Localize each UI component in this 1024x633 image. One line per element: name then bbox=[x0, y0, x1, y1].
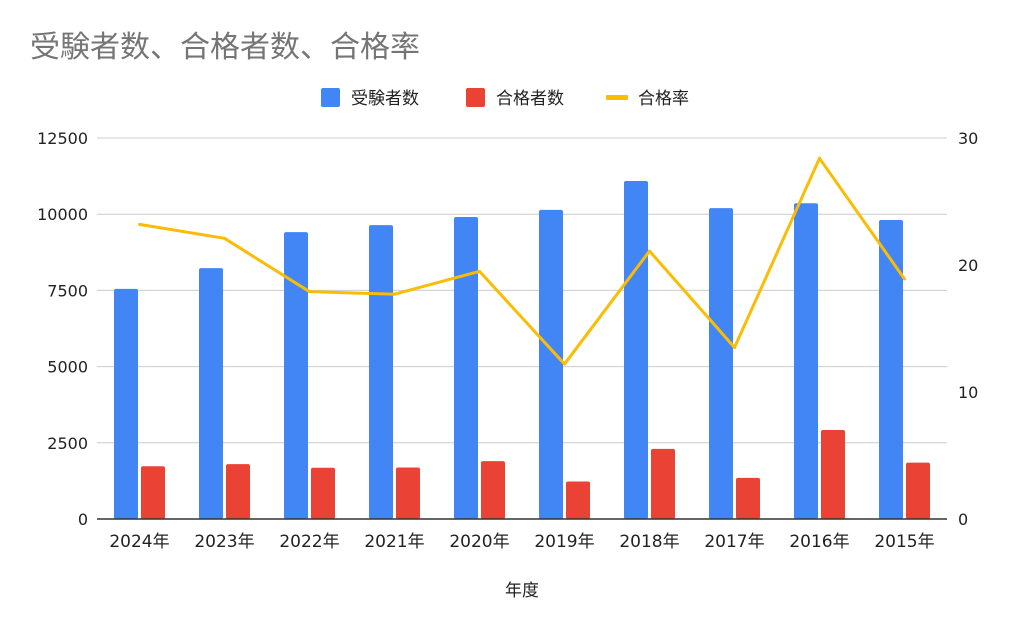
bar-examinees bbox=[114, 288, 138, 519]
rate-line bbox=[138, 156, 906, 366]
x-tick-label: 2015年 bbox=[874, 532, 934, 552]
x-axis-title: 年度 bbox=[505, 581, 539, 601]
bar-passers bbox=[396, 467, 420, 519]
legend-swatch bbox=[466, 88, 485, 107]
y-tick-label-left: 5000 bbox=[47, 358, 88, 377]
y-tick-label-left: 7500 bbox=[47, 281, 88, 300]
pass-rate-line bbox=[139, 156, 906, 366]
x-tick-label: 2024年 bbox=[109, 532, 169, 552]
x-tick-label: 2021年 bbox=[364, 532, 424, 552]
legend-swatch bbox=[321, 88, 340, 107]
x-tick-label: 2018年 bbox=[619, 532, 679, 552]
pass-rate-point bbox=[478, 269, 481, 273]
y-tick-label-right: 20 bbox=[958, 256, 978, 275]
bar-examinees bbox=[794, 203, 818, 519]
bar-passers bbox=[566, 481, 590, 519]
legend-swatch bbox=[606, 95, 628, 100]
gridlines bbox=[97, 137, 947, 444]
x-tick-label: 2023年 bbox=[194, 532, 254, 552]
x-tick-label: 2017年 bbox=[704, 532, 764, 552]
bar-examinees bbox=[199, 268, 223, 519]
y-tick-label-left: 10000 bbox=[37, 205, 88, 224]
y-tick-label-right: 30 bbox=[958, 129, 978, 148]
bars bbox=[114, 180, 930, 520]
pass-rate-point bbox=[818, 156, 821, 160]
pass-rate-point bbox=[903, 277, 906, 281]
bar-examinees bbox=[709, 208, 733, 519]
bar-passers bbox=[311, 467, 335, 519]
x-tick-label: 2016年 bbox=[789, 532, 849, 552]
bar-passers bbox=[141, 466, 165, 519]
x-tick-label: 2022年 bbox=[279, 532, 339, 552]
legend-label: 合格率 bbox=[638, 89, 689, 109]
bar-passers bbox=[906, 462, 930, 519]
x-axis-ticks: 2024年 2023年 2022年 2021年 2020年 2019年 2018年 2017年… bbox=[109, 532, 934, 552]
bar-examinees bbox=[369, 225, 393, 520]
pass-rate-point bbox=[308, 290, 311, 294]
y-tick-label-left: 0 bbox=[78, 510, 88, 529]
pass-rate-point bbox=[138, 222, 141, 226]
bar-examinees bbox=[624, 180, 648, 519]
bar-examinees bbox=[454, 216, 478, 519]
y-tick-label-right: 10 bbox=[958, 383, 978, 402]
bar-passers bbox=[651, 448, 675, 519]
pass-rate-point bbox=[733, 346, 736, 350]
pass-rate-point bbox=[393, 292, 396, 296]
legend-label: 受験者数 bbox=[351, 89, 419, 109]
y-tick-label-left: 2500 bbox=[47, 434, 88, 453]
pass-rate-point bbox=[223, 236, 226, 240]
bar-passers bbox=[481, 461, 505, 519]
legend: 受験者数 合格者数 合格率 bbox=[321, 88, 689, 109]
y-axis-right-ticks: 0 10 20 30 bbox=[958, 129, 978, 529]
chart-title: 受験者数、合格者数、合格率 bbox=[30, 30, 420, 65]
legend-label: 合格者数 bbox=[496, 89, 564, 109]
bar-examinees bbox=[879, 219, 903, 519]
bar-passers bbox=[736, 477, 760, 519]
pass-rate-point bbox=[563, 362, 566, 366]
y-axis-left-ticks: 0 2500 5000 7500 10000 12500 bbox=[37, 129, 88, 529]
y-tick-label-left: 12500 bbox=[37, 129, 88, 148]
bar-passers bbox=[226, 464, 250, 519]
pass-rate-point bbox=[648, 249, 651, 253]
x-tick-label: 2020年 bbox=[449, 532, 509, 552]
bar-examinees bbox=[539, 209, 563, 519]
y-tick-label-right: 0 bbox=[958, 510, 968, 529]
x-tick-label: 2019年 bbox=[534, 532, 594, 552]
bar-passers bbox=[821, 429, 845, 519]
bar-examinees bbox=[284, 232, 308, 519]
